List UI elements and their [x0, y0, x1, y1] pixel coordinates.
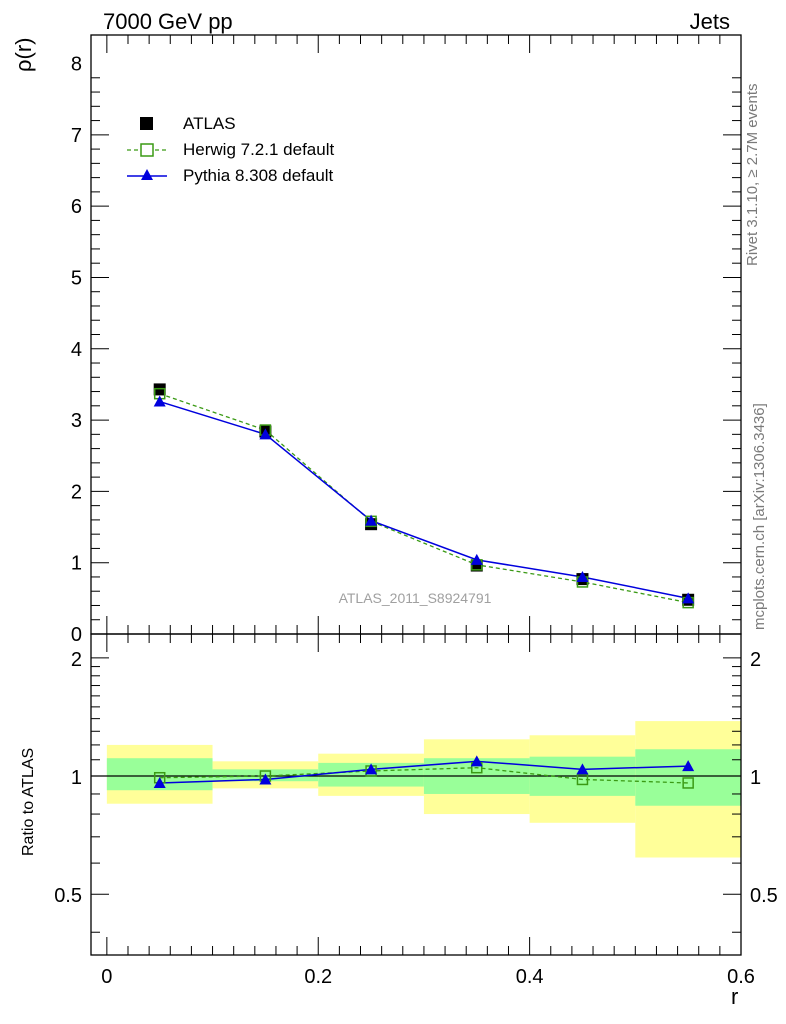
analysis-watermark: ATLAS_2011_S8924791	[339, 590, 492, 606]
legend-label: Herwig 7.2.1 default	[183, 140, 335, 159]
tick-labels: 0 1 2 3 4 5 6 7 8 0 0.2 0.4 0.6 0.5 0.5 1 1 2 2	[54, 54, 778, 988]
pythia-ratio-point	[576, 763, 589, 775]
pythia-point	[153, 395, 166, 407]
pythia-ratio-point	[153, 776, 166, 788]
x-tick-label: 0.6	[727, 966, 755, 988]
y-tick-label: 1	[71, 553, 82, 575]
y-tick-label: 8	[71, 54, 82, 76]
y-tick-label: 2	[71, 481, 82, 503]
ratio-y-tick-label-right: 1	[750, 767, 761, 789]
y-axis-label-main: ρ(r)	[11, 37, 36, 73]
y-axis-label-ratio: Ratio to ATLAS	[20, 747, 37, 856]
ratio-y-tick-label: 1	[71, 767, 82, 789]
series-lines	[159, 393, 689, 784]
pythia-point	[470, 553, 483, 565]
energy-label: 7000 GeV pp	[103, 9, 233, 34]
pythia-point	[576, 570, 589, 582]
herwig-ratio-line	[159, 767, 689, 784]
uncertainty-bands	[106, 721, 741, 858]
y-tick-label: 0	[71, 624, 82, 646]
x-tick-label: 0.2	[304, 966, 332, 988]
ratio-frame	[90, 633, 742, 956]
legend-entry-atlas: ATLAS	[125, 112, 236, 136]
y-tick-label: 3	[71, 410, 82, 432]
ratio-y-tick-label-right: 2	[750, 649, 761, 671]
mcplots-credit-label: mcplots.cern.ch [arXiv:1306.3436]	[751, 403, 768, 630]
ratio-y-tick-label: 0.5	[54, 885, 82, 907]
pythia-ratio-point	[470, 755, 483, 767]
herwig-ratio-point	[682, 777, 694, 789]
y-tick-label: 5	[71, 267, 82, 289]
pythia-point	[259, 428, 272, 440]
ratio-y-tick-label: 2	[71, 649, 82, 671]
herwig-ratio-point	[576, 773, 589, 786]
rivet-version-label: Rivet 3.1.10, ≥ 2.7M events	[744, 83, 761, 267]
pythia-point	[365, 514, 378, 526]
data-markers	[153, 383, 695, 789]
pythia-ratio-point	[682, 760, 695, 772]
legend-entry-pythia: Pythia 8.308 default	[125, 164, 333, 188]
legend-label: ATLAS	[183, 114, 236, 133]
y-tick-label: 6	[71, 196, 82, 218]
y-tick-label: 7	[71, 125, 82, 147]
filled-square-marker-icon	[140, 117, 153, 130]
x-axis-label: r	[731, 984, 739, 1009]
pythia-ratio-point	[259, 773, 272, 785]
ratio-y-tick-label-right: 0.5	[750, 885, 778, 907]
legend-label: Pythia 8.308 default	[183, 166, 334, 185]
inner-band-bin	[318, 762, 424, 787]
pythia-line	[159, 400, 689, 600]
herwig-line	[159, 393, 689, 604]
pythia-ratio-line	[159, 760, 689, 784]
y-tick-label: 4	[71, 339, 82, 361]
legend-entry-herwig: Herwig 7.2.1 default	[125, 138, 334, 162]
pythia-point	[682, 592, 695, 604]
axes-ticks	[90, 34, 742, 956]
filled-triangle-solid-line-icon	[127, 169, 167, 180]
process-label: Jets	[689, 9, 730, 34]
open-square-dashed-line-icon	[127, 143, 167, 157]
x-tick-label: 0	[101, 966, 112, 988]
pythia-ratio-point	[365, 763, 378, 775]
x-tick-label: 0.4	[516, 966, 544, 988]
